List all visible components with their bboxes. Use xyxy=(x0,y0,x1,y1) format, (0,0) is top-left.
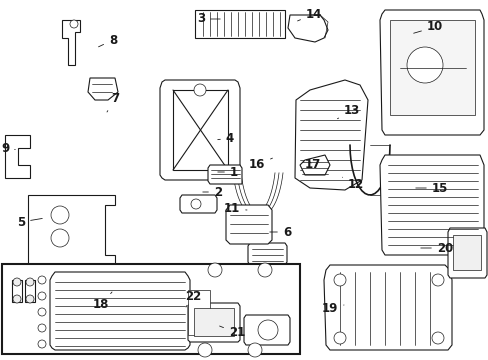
Circle shape xyxy=(13,278,21,286)
Bar xyxy=(452,235,480,270)
Circle shape xyxy=(70,20,78,28)
Circle shape xyxy=(431,332,443,344)
Circle shape xyxy=(258,320,278,340)
Circle shape xyxy=(51,206,69,224)
Circle shape xyxy=(333,274,346,286)
Circle shape xyxy=(38,308,46,316)
Text: 20: 20 xyxy=(420,242,452,255)
Circle shape xyxy=(38,340,46,348)
Circle shape xyxy=(406,47,442,83)
Text: 22: 22 xyxy=(184,289,201,307)
Polygon shape xyxy=(50,272,190,350)
Polygon shape xyxy=(207,165,242,184)
Text: 3: 3 xyxy=(197,13,220,26)
Text: 12: 12 xyxy=(342,177,364,190)
Circle shape xyxy=(194,84,205,96)
Text: 17: 17 xyxy=(304,158,321,171)
Circle shape xyxy=(26,295,34,303)
Bar xyxy=(194,308,234,336)
Bar xyxy=(389,20,474,115)
Circle shape xyxy=(13,295,21,303)
Polygon shape xyxy=(160,80,240,180)
Circle shape xyxy=(247,343,262,357)
Bar xyxy=(195,10,285,38)
Bar xyxy=(12,280,22,302)
Text: 1: 1 xyxy=(217,166,238,179)
Circle shape xyxy=(258,263,271,277)
Circle shape xyxy=(191,199,201,209)
Text: 4: 4 xyxy=(217,131,234,144)
Bar xyxy=(25,280,35,302)
Circle shape xyxy=(38,324,46,332)
Polygon shape xyxy=(244,315,289,345)
Bar xyxy=(2,264,299,354)
Circle shape xyxy=(38,276,46,284)
Text: 7: 7 xyxy=(107,93,119,112)
Polygon shape xyxy=(287,15,327,42)
Polygon shape xyxy=(187,303,240,342)
Circle shape xyxy=(198,343,212,357)
Circle shape xyxy=(26,278,34,286)
Polygon shape xyxy=(379,155,483,255)
Polygon shape xyxy=(247,243,286,265)
Text: 2: 2 xyxy=(203,185,222,198)
Circle shape xyxy=(38,292,46,300)
Polygon shape xyxy=(62,20,80,65)
Text: 5: 5 xyxy=(17,216,42,229)
Polygon shape xyxy=(379,10,483,135)
Text: 14: 14 xyxy=(297,8,322,21)
Polygon shape xyxy=(294,80,367,190)
Text: 15: 15 xyxy=(415,181,447,194)
Polygon shape xyxy=(447,228,486,278)
Text: 13: 13 xyxy=(337,104,359,119)
Polygon shape xyxy=(324,265,451,350)
Circle shape xyxy=(431,274,443,286)
Text: 10: 10 xyxy=(413,21,442,33)
Text: 8: 8 xyxy=(98,33,117,47)
Text: 9: 9 xyxy=(1,141,15,154)
Text: 19: 19 xyxy=(321,302,343,315)
Text: 16: 16 xyxy=(248,158,272,171)
Polygon shape xyxy=(28,195,115,265)
Text: 11: 11 xyxy=(224,202,246,216)
Polygon shape xyxy=(180,195,217,213)
Circle shape xyxy=(207,263,222,277)
Bar xyxy=(187,290,209,335)
Polygon shape xyxy=(173,90,227,170)
Text: 6: 6 xyxy=(269,225,290,238)
Polygon shape xyxy=(5,135,30,178)
Circle shape xyxy=(51,229,69,247)
Polygon shape xyxy=(88,78,118,100)
Circle shape xyxy=(333,332,346,344)
Text: 21: 21 xyxy=(219,326,244,339)
Polygon shape xyxy=(299,155,329,175)
Polygon shape xyxy=(225,205,271,244)
Text: 18: 18 xyxy=(93,292,112,311)
